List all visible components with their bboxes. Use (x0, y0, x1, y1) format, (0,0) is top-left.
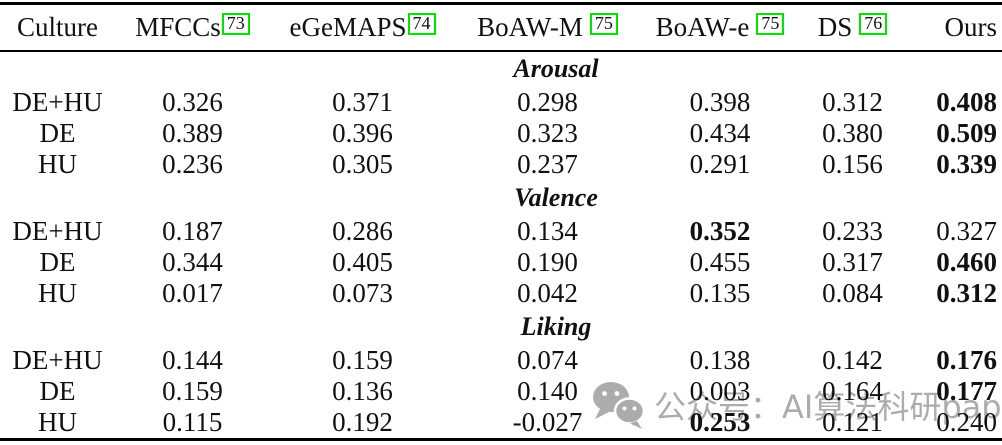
value-cell: 0.398 (689, 86, 751, 117)
column-header-egemaps: eGeMAPS 74 (270, 4, 455, 51)
section-title: Liking (520, 311, 592, 341)
citation-link-73[interactable]: 73 (221, 12, 250, 35)
value-cell: 0.389 (162, 117, 223, 148)
culture-cell: DE (39, 246, 76, 277)
culture-cell: HU (38, 406, 77, 437)
value-cell: 0.042 (517, 277, 578, 308)
value-cell: 0.074 (517, 344, 578, 375)
column-label: DS (817, 11, 853, 42)
value-cell: 0.159 (162, 375, 223, 406)
culture-cell: DE (39, 375, 76, 406)
table-row: DE 0.389 0.396 0.323 0.434 0.380 0.509 (0, 118, 1002, 149)
column-header-mfccs: MFCCs 73 (115, 4, 270, 51)
value-cell: 0.136 (332, 375, 393, 406)
value-cell: 0.396 (332, 117, 393, 148)
section-row-valence: Valence (0, 180, 1002, 216)
column-label: eGeMAPS (289, 11, 407, 42)
culture-cell: HU (38, 148, 77, 179)
culture-cell: DE (39, 117, 76, 148)
value-cell: 0.323 (517, 117, 578, 148)
citation-link-74[interactable]: 74 (407, 12, 436, 35)
value-cell: 0.156 (822, 148, 883, 179)
value-cell: 0.192 (332, 406, 393, 437)
value-cell: 0.455 (689, 246, 751, 277)
header-row: Culture MFCCs 73 eGeMAPS 74 BoAW-M 75 BoAW-… (0, 4, 1002, 51)
column-header-boaw-m: BoAW-M 75 (455, 4, 640, 51)
culture-cell: DE+HU (12, 86, 103, 117)
citation-link-75[interactable]: 75 (756, 12, 785, 35)
value-cell: 0.352 (689, 215, 751, 246)
table-row: DE 0.344 0.405 0.190 0.455 0.317 0.460 (0, 247, 1002, 278)
table-row: HU 0.115 0.192 -0.027 0.253 0.121 0.240 (0, 407, 1002, 440)
table-row: DE 0.159 0.136 0.140 0.003 0.164 0.177 (0, 376, 1002, 407)
value-cell: 0.176 (936, 344, 997, 375)
value-cell: 0.084 (822, 277, 883, 308)
value-cell: 0.140 (517, 375, 578, 406)
value-cell: 0.344 (162, 246, 223, 277)
table-row: HU 0.017 0.073 0.042 0.135 0.084 0.312 (0, 278, 1002, 309)
value-cell: 0.405 (332, 246, 393, 277)
value-cell: 0.003 (689, 375, 751, 406)
value-cell: 0.326 (162, 86, 223, 117)
value-cell: 0.291 (689, 148, 751, 179)
section-row-liking: Liking (0, 309, 1002, 345)
culture-cell: DE+HU (12, 215, 103, 246)
value-cell: 0.327 (936, 215, 997, 246)
column-header-ds: DS 76 (800, 4, 905, 51)
table-row: DE+HU 0.144 0.159 0.074 0.138 0.142 0.17… (0, 345, 1002, 376)
value-cell: 0.233 (822, 215, 883, 246)
value-cell: 0.339 (936, 148, 997, 179)
section-title: Valence (514, 182, 598, 212)
value-cell: 0.240 (936, 406, 997, 437)
value-cell: 0.187 (162, 215, 223, 246)
value-cell: 0.434 (689, 117, 751, 148)
section-title: Arousal (513, 54, 599, 83)
column-label: BoAW-M (477, 11, 583, 42)
citation-link-76[interactable]: 76 (859, 12, 888, 35)
table-row: HU 0.236 0.305 0.237 0.291 0.156 0.339 (0, 149, 1002, 180)
table-row: DE+HU 0.326 0.371 0.298 0.398 0.312 0.40… (0, 87, 1002, 118)
value-cell: 0.317 (822, 246, 883, 277)
value-cell: 0.298 (517, 86, 578, 117)
value-cell: 0.408 (936, 86, 997, 117)
value-cell: 0.237 (517, 148, 578, 179)
column-label: Culture (17, 11, 98, 42)
culture-cell: DE+HU (12, 344, 103, 375)
value-cell: 0.115 (162, 406, 223, 437)
column-label: Ours (944, 11, 998, 42)
value-cell: 0.073 (332, 277, 393, 308)
value-cell: 0.371 (332, 86, 393, 117)
value-cell: 0.312 (822, 86, 883, 117)
value-cell: 0.142 (822, 344, 883, 375)
culture-cell: HU (38, 277, 77, 308)
value-cell: 0.236 (162, 148, 223, 179)
column-header-boaw-e: BoAW-e 75 (640, 4, 800, 51)
value-cell: 0.509 (936, 117, 997, 148)
value-cell: 0.135 (689, 277, 751, 308)
value-cell: 0.286 (332, 215, 393, 246)
column-label: BoAW-e (655, 11, 750, 42)
table-row: DE+HU 0.187 0.286 0.134 0.352 0.233 0.32… (0, 216, 1002, 247)
value-cell: 0.190 (517, 246, 578, 277)
value-cell: 0.460 (936, 246, 997, 277)
column-header-culture: Culture (0, 4, 115, 51)
column-header-ours: Ours (905, 4, 1002, 51)
value-cell: 0.164 (822, 375, 883, 406)
value-cell: 0.305 (332, 148, 393, 179)
value-cell: 0.144 (162, 344, 223, 375)
value-cell: 0.017 (162, 277, 223, 308)
value-cell: 0.134 (517, 215, 578, 246)
value-cell: 0.138 (689, 344, 751, 375)
column-label: MFCCs (135, 11, 221, 42)
citation-link-75[interactable]: 75 (589, 12, 618, 35)
value-cell: 0.253 (689, 406, 751, 437)
value-cell: 0.121 (822, 406, 883, 437)
value-cell: 0.312 (936, 277, 997, 308)
value-cell: 0.177 (936, 375, 997, 406)
section-row-arousal: Arousal (0, 51, 1002, 87)
value-cell: 0.380 (822, 117, 883, 148)
value-cell: 0.159 (332, 344, 393, 375)
value-cell: -0.027 (512, 406, 583, 437)
